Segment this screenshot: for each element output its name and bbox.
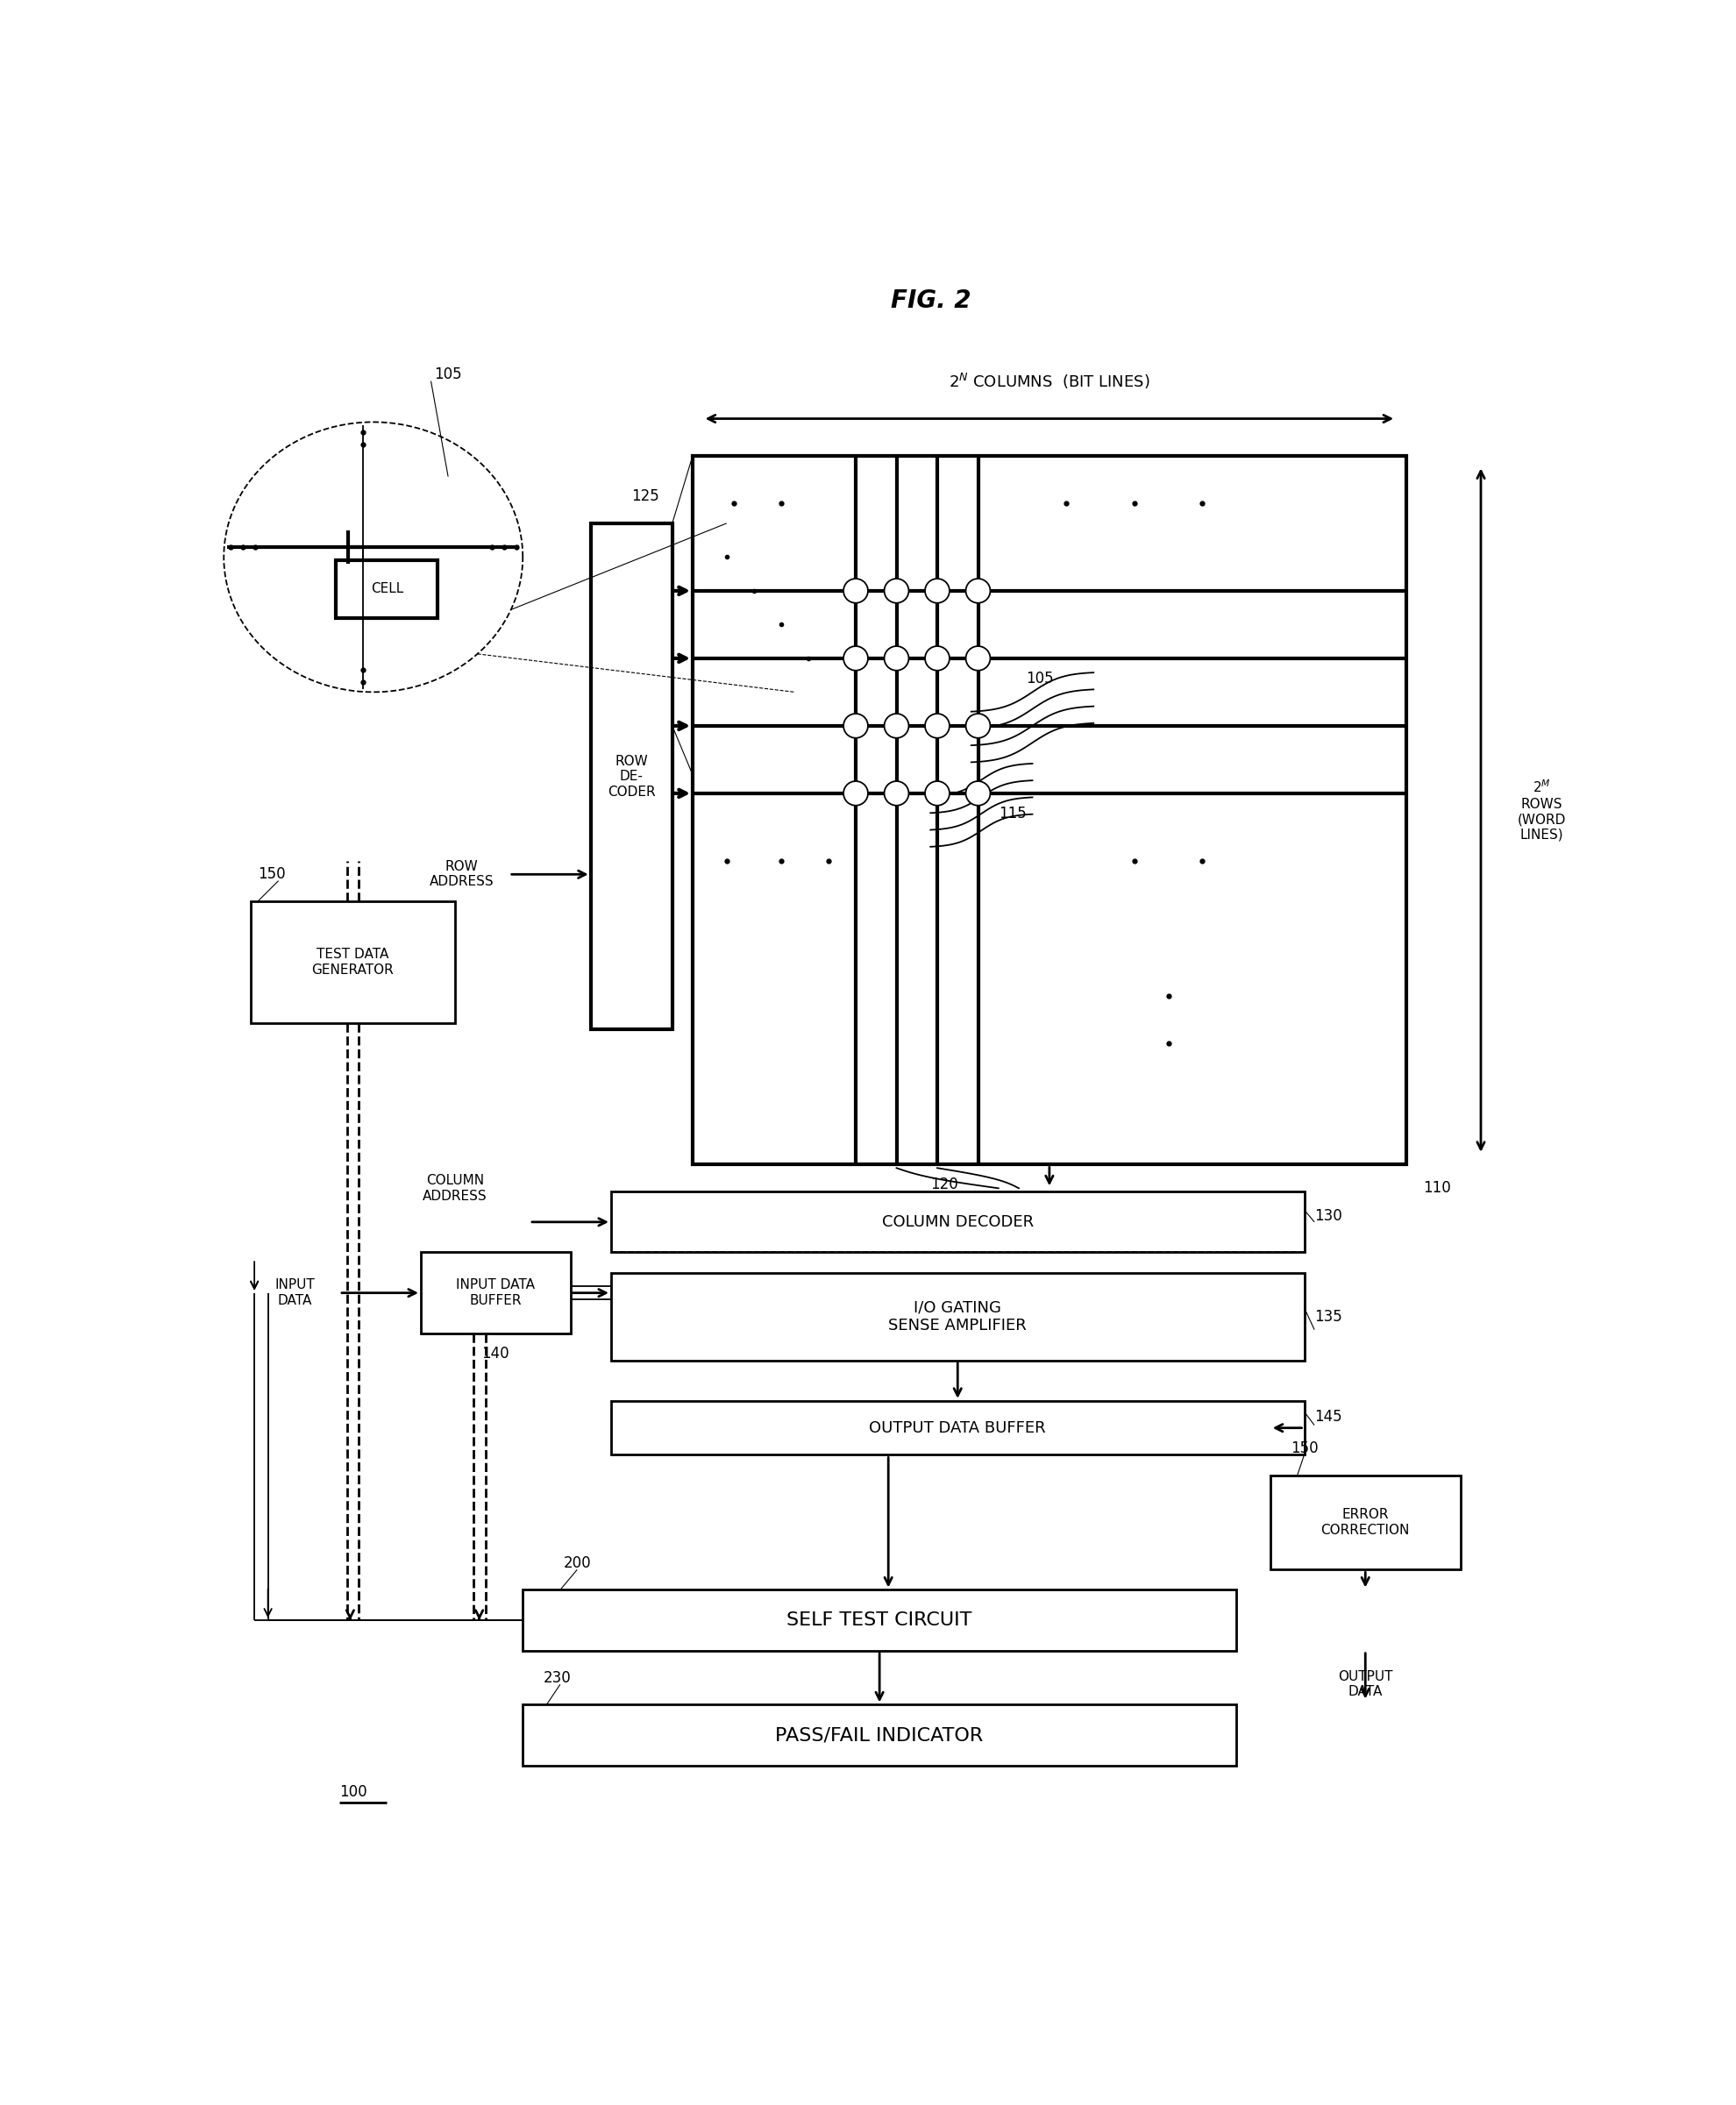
Text: $2^M$
ROWS
(WORD
LINES): $2^M$ ROWS (WORD LINES)	[1517, 779, 1566, 842]
Circle shape	[925, 781, 950, 806]
Text: ROW
DE-
CODER: ROW DE- CODER	[608, 754, 656, 798]
Text: 125: 125	[632, 488, 660, 505]
Bar	[252, 901, 455, 1023]
Bar	[420, 1252, 571, 1332]
Bar	[523, 1705, 1236, 1766]
Circle shape	[925, 646, 950, 671]
Text: INPUT DATA
BUFFER: INPUT DATA BUFFER	[457, 1278, 535, 1307]
Circle shape	[925, 714, 950, 739]
Bar	[611, 1274, 1304, 1360]
Text: 105: 105	[434, 366, 462, 383]
Text: FIG. 2: FIG. 2	[891, 288, 970, 314]
Bar	[693, 457, 1406, 1164]
Text: INPUT
DATA: INPUT DATA	[274, 1278, 316, 1307]
Circle shape	[925, 579, 950, 602]
Circle shape	[965, 714, 990, 739]
Text: 140: 140	[481, 1345, 509, 1362]
Text: ERROR
CORRECTION: ERROR CORRECTION	[1321, 1507, 1410, 1537]
Text: 110: 110	[1424, 1181, 1451, 1196]
Bar	[335, 560, 437, 617]
Text: I/O GATING
SENSE AMPLIFIER: I/O GATING SENSE AMPLIFIER	[889, 1299, 1026, 1335]
Text: 230: 230	[543, 1669, 571, 1686]
Bar	[611, 1191, 1304, 1252]
Circle shape	[844, 579, 868, 602]
Text: 200: 200	[564, 1556, 592, 1570]
Text: PASS/FAIL INDICATOR: PASS/FAIL INDICATOR	[776, 1726, 984, 1743]
Text: 150: 150	[257, 867, 285, 882]
Text: TEST DATA
GENERATOR: TEST DATA GENERATOR	[312, 947, 394, 977]
Text: 145: 145	[1314, 1408, 1342, 1425]
Bar	[590, 524, 672, 1029]
Text: 150: 150	[1290, 1440, 1318, 1457]
Circle shape	[844, 646, 868, 671]
Text: 115: 115	[998, 806, 1026, 821]
Circle shape	[884, 579, 908, 602]
Bar	[611, 1402, 1304, 1455]
Circle shape	[844, 781, 868, 806]
Circle shape	[884, 714, 908, 739]
Bar	[1271, 1476, 1460, 1570]
Circle shape	[844, 714, 868, 739]
Text: OUTPUT
DATA: OUTPUT DATA	[1338, 1669, 1392, 1699]
Circle shape	[884, 781, 908, 806]
Bar	[523, 1589, 1236, 1650]
Circle shape	[965, 646, 990, 671]
Text: SELF TEST CIRCUIT: SELF TEST CIRCUIT	[786, 1612, 972, 1629]
Text: 130: 130	[1314, 1208, 1342, 1223]
Text: COLUMN DECODER: COLUMN DECODER	[882, 1215, 1033, 1229]
Text: 100: 100	[339, 1785, 366, 1800]
Text: $2^N$ COLUMNS  (BIT LINES): $2^N$ COLUMNS (BIT LINES)	[950, 373, 1149, 392]
Circle shape	[965, 579, 990, 602]
Text: OUTPUT DATA BUFFER: OUTPUT DATA BUFFER	[870, 1421, 1047, 1436]
Text: 120: 120	[930, 1177, 958, 1194]
Text: ROW
ADDRESS: ROW ADDRESS	[429, 861, 495, 888]
Text: 105: 105	[1026, 671, 1054, 686]
Text: 135: 135	[1314, 1309, 1342, 1324]
Text: COLUMN
ADDRESS: COLUMN ADDRESS	[422, 1175, 488, 1202]
Circle shape	[965, 781, 990, 806]
Text: CELL: CELL	[370, 583, 403, 596]
Circle shape	[884, 646, 908, 671]
